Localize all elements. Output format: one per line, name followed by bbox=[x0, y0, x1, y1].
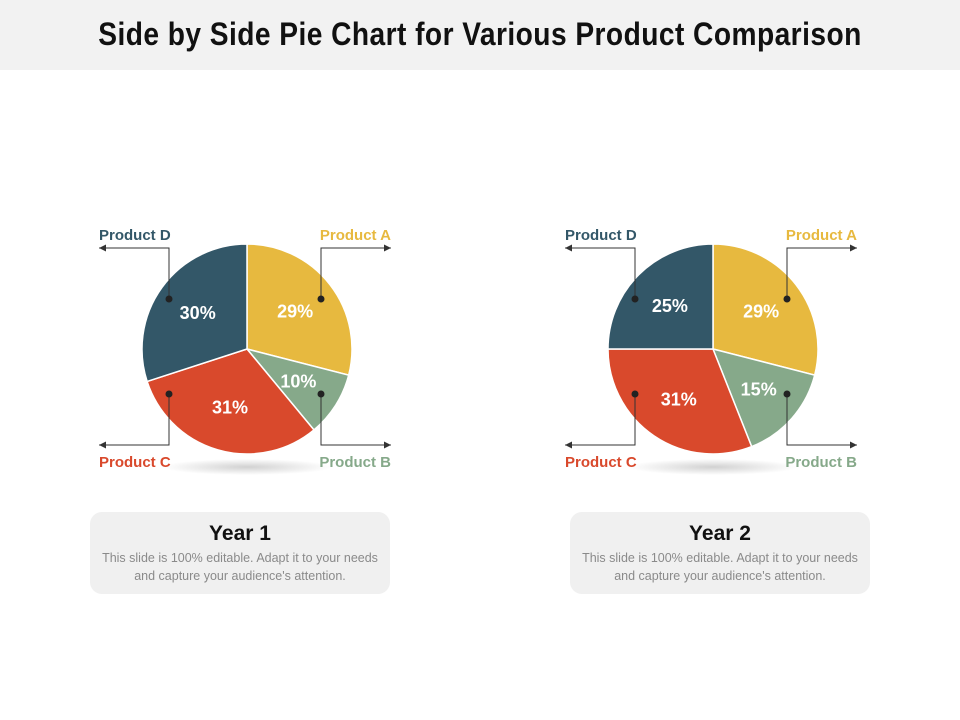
pie-slice-product-a bbox=[712, 243, 819, 377]
leader-line-product-d bbox=[99, 247, 170, 299]
pie-slice-product-d bbox=[141, 243, 248, 383]
caption-year-1: Year 1 This slide is 100% editable. Adap… bbox=[90, 512, 390, 594]
pie-shadow bbox=[162, 459, 332, 475]
pie-value-label-product-c: 31% bbox=[212, 398, 248, 418]
leader-dot bbox=[631, 295, 639, 303]
pie-value-label-product-b: 10% bbox=[280, 372, 316, 392]
leader-line-product-a bbox=[320, 247, 391, 299]
legend-label-product-b: Product B bbox=[785, 454, 857, 471]
leader-dot bbox=[317, 390, 325, 398]
legend-label-product-c: Product C bbox=[99, 454, 171, 471]
leader-line-product-b bbox=[320, 394, 391, 446]
arrowhead-icon bbox=[384, 244, 391, 252]
arrowhead-icon bbox=[99, 244, 106, 252]
pie-chart-year-2: 29% 15% 31% 25% Product A Product B Product C P… bbox=[565, 227, 857, 475]
pie-slice-product-b bbox=[711, 347, 816, 448]
pie-chart-year-1: 29% 10% 31% 30% Product A Product B Product C P… bbox=[99, 227, 391, 475]
caption-title: Year 1 bbox=[209, 522, 271, 545]
leader-dot bbox=[783, 390, 791, 398]
caption-description: This slide is 100% editable. Adapt it to… bbox=[582, 551, 858, 583]
legend-label-product-b: Product B bbox=[319, 454, 391, 471]
arrowhead-icon bbox=[565, 441, 572, 449]
legend-label-product-a: Product A bbox=[786, 227, 857, 244]
pie-value-label-product-c: 31% bbox=[661, 389, 697, 409]
pie-value-label-product-d: 25% bbox=[652, 296, 688, 316]
caption-year-2: Year 2 This slide is 100% editable. Adap… bbox=[570, 512, 870, 594]
arrowhead-icon bbox=[850, 441, 857, 449]
page-title: Side by Side Pie Chart for Various Produ… bbox=[98, 16, 862, 52]
leader-dot bbox=[631, 390, 639, 398]
leader-dot bbox=[783, 295, 791, 303]
pie-value-label-product-a: 29% bbox=[743, 302, 779, 322]
pie-shadow bbox=[628, 459, 798, 475]
caption-title: Year 2 bbox=[689, 522, 751, 545]
leader-dot bbox=[165, 295, 173, 303]
pie-value-label-product-d: 30% bbox=[180, 303, 216, 323]
pie-slice-product-c bbox=[146, 348, 315, 455]
leader-line-product-d bbox=[565, 247, 636, 299]
arrowhead-icon bbox=[99, 441, 106, 449]
leader-dot bbox=[165, 390, 173, 398]
leader-dot bbox=[317, 295, 325, 303]
pie-value-label-product-b: 15% bbox=[741, 379, 777, 399]
legend-label-product-d: Product D bbox=[99, 227, 171, 244]
pie-slice-product-a bbox=[246, 243, 353, 377]
caption-description: This slide is 100% editable. Adapt it to… bbox=[102, 551, 378, 583]
pie-slice-product-c bbox=[607, 348, 753, 455]
legend-label-product-a: Product A bbox=[320, 227, 391, 244]
title-bar: Side by Side Pie Chart for Various Produ… bbox=[0, 0, 960, 70]
pie-value-label-product-a: 29% bbox=[277, 302, 313, 322]
arrowhead-icon bbox=[384, 441, 391, 449]
leader-line-product-b bbox=[786, 394, 857, 446]
arrowhead-icon bbox=[850, 244, 857, 252]
pie-slice-product-d bbox=[607, 243, 714, 350]
arrowhead-icon bbox=[565, 244, 572, 252]
leader-line-product-c bbox=[565, 394, 636, 446]
legend-label-product-c: Product C bbox=[565, 454, 637, 471]
leader-line-product-a bbox=[786, 247, 857, 299]
legend-label-product-d: Product D bbox=[565, 227, 637, 244]
leader-line-product-c bbox=[99, 394, 170, 446]
